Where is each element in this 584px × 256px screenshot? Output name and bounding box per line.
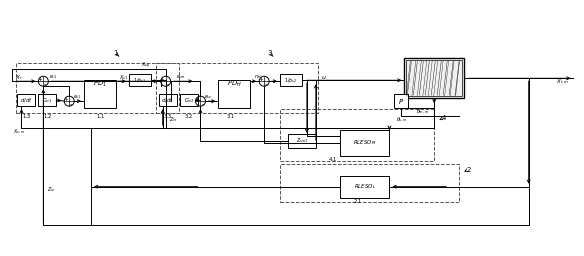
Text: $e_{c1}$: $e_{c1}$ xyxy=(49,73,58,81)
Text: +: + xyxy=(37,77,42,82)
Text: $RLESO_L$: $RLESO_L$ xyxy=(353,182,376,191)
Bar xyxy=(159,94,176,106)
Text: $X_{l,m}$: $X_{l,m}$ xyxy=(556,78,568,86)
Text: $PD_H$: $PD_H$ xyxy=(227,79,242,89)
Bar xyxy=(406,60,462,96)
Text: +: + xyxy=(194,97,199,102)
Bar xyxy=(16,63,179,113)
Text: $Z_{in}$: $Z_{in}$ xyxy=(169,116,178,124)
Text: $Z_{in}$: $Z_{in}$ xyxy=(47,185,55,194)
Bar xyxy=(394,94,408,108)
Text: 2: 2 xyxy=(467,167,471,173)
Text: $1/b_{s1}$: $1/b_{s1}$ xyxy=(133,76,147,85)
Text: $e_{s1}$: $e_{s1}$ xyxy=(73,93,82,101)
Text: -: - xyxy=(44,81,47,87)
Bar xyxy=(18,94,36,106)
Bar xyxy=(129,74,151,86)
Bar xyxy=(280,164,459,201)
Bar xyxy=(39,94,56,106)
Text: $RLESO_M$: $RLESO_M$ xyxy=(353,138,376,147)
Text: $n_H$: $n_H$ xyxy=(255,73,262,81)
Text: $G_{c2}$: $G_{c2}$ xyxy=(183,96,194,105)
Text: $G_{c1}$: $G_{c1}$ xyxy=(42,96,53,105)
Text: 3.2: 3.2 xyxy=(185,114,193,119)
Text: $X_{s,m}$: $X_{s,m}$ xyxy=(13,128,26,136)
Text: 3: 3 xyxy=(268,50,272,56)
Bar xyxy=(218,80,250,108)
Text: $Z_{sm1}$: $Z_{sm1}$ xyxy=(296,136,308,145)
Text: $X_r$: $X_r$ xyxy=(15,73,22,82)
Text: +: + xyxy=(63,97,68,102)
Text: 3.3: 3.3 xyxy=(164,114,172,119)
Text: $d/dt$: $d/dt$ xyxy=(20,96,33,104)
Text: -: - xyxy=(265,81,267,87)
Text: $X_{sp}$: $X_{sp}$ xyxy=(141,61,151,71)
Bar xyxy=(84,80,116,108)
Bar xyxy=(280,109,434,161)
Bar xyxy=(340,176,390,198)
Text: 1.2: 1.2 xyxy=(43,114,51,119)
Text: 1: 1 xyxy=(114,50,118,56)
Text: 3.1: 3.1 xyxy=(226,114,234,119)
Text: 1.1: 1.1 xyxy=(97,114,105,119)
Text: -: - xyxy=(70,101,72,107)
Bar xyxy=(280,74,302,86)
Bar xyxy=(156,63,318,113)
Text: -: - xyxy=(201,101,204,107)
Text: $PD_1$: $PD_1$ xyxy=(93,79,107,89)
Text: $\theta_{m,m}$: $\theta_{m,m}$ xyxy=(416,108,429,116)
Text: -: - xyxy=(166,81,169,87)
Text: 4.1: 4.1 xyxy=(329,157,337,162)
Text: $P$: $P$ xyxy=(398,97,405,106)
Text: 2.1: 2.1 xyxy=(353,199,362,204)
Text: $e_{sz}$: $e_{sz}$ xyxy=(204,93,213,101)
Text: +: + xyxy=(160,77,165,82)
Bar xyxy=(180,94,197,106)
Text: 4: 4 xyxy=(442,115,446,121)
Text: 1.3: 1.3 xyxy=(22,114,30,119)
Text: $d/dt$: $d/dt$ xyxy=(161,96,174,104)
Bar xyxy=(404,58,464,98)
Text: $u$: $u$ xyxy=(321,74,326,81)
Text: $\theta_{s,m}$: $\theta_{s,m}$ xyxy=(395,116,407,124)
Text: $1/b_{s2}$: $1/b_{s2}$ xyxy=(284,76,298,85)
Bar xyxy=(340,130,390,156)
Text: $X_{s1}$: $X_{s1}$ xyxy=(119,73,128,82)
Text: +: + xyxy=(258,77,263,82)
Bar xyxy=(288,134,316,148)
Text: $e_{sm}$: $e_{sm}$ xyxy=(176,73,186,81)
